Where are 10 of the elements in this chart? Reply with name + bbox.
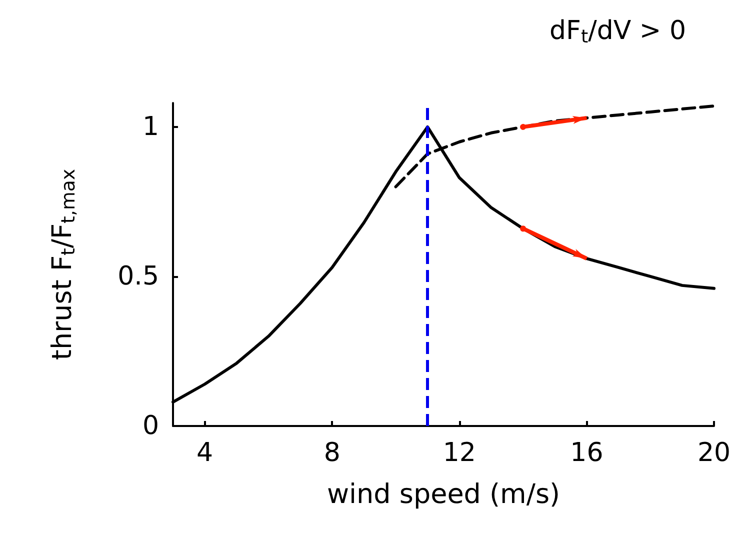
y-tick-label: 0.5 xyxy=(118,261,159,292)
x-tick-label: 16 xyxy=(570,438,604,468)
x-tick-label: 20 xyxy=(697,438,731,468)
y-axis-title: thrust Ft/Ft,max xyxy=(46,168,80,360)
y-tick-label: 0 xyxy=(142,411,159,441)
x-axis-title: wind speed (m/s) xyxy=(326,479,560,510)
x-tick-label: 4 xyxy=(196,438,214,468)
x-tick-label: 8 xyxy=(324,438,340,468)
y-tick-label: 1 xyxy=(142,112,159,142)
x-tick-label: 12 xyxy=(442,438,476,468)
